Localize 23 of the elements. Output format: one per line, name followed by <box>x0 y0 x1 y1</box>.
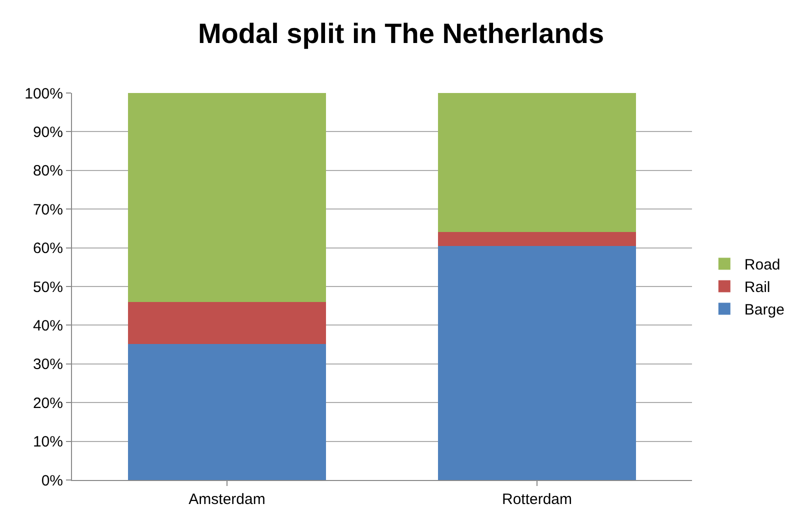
y-tick-label: 50% <box>32 278 63 296</box>
y-tick-label: 30% <box>32 356 63 374</box>
bar <box>438 93 636 232</box>
legend-label: Barge <box>744 302 784 319</box>
bar <box>438 232 636 246</box>
y-tick-label: 20% <box>32 394 63 412</box>
chart-title: Modal split in The Netherlands <box>198 18 604 49</box>
bar <box>438 246 636 480</box>
y-tick-label: 90% <box>32 124 63 141</box>
y-tick-label: 60% <box>32 240 63 258</box>
legend-label: Road <box>744 256 780 274</box>
x-tick-label: Amsterdam <box>188 491 266 508</box>
y-tick-label: 80% <box>32 162 63 180</box>
bar <box>128 302 326 344</box>
y-tick-label: 70% <box>32 201 63 218</box>
bar <box>128 93 326 302</box>
legend-label: Rail <box>744 279 770 296</box>
y-tick-label: 10% <box>32 434 63 451</box>
y-tick-label: 0% <box>41 472 63 490</box>
y-tick-label: 40% <box>32 317 63 334</box>
y-tick-label: 100% <box>24 85 63 102</box>
x-tick-label: Rotterdam <box>502 491 572 508</box>
bar <box>128 344 326 480</box>
